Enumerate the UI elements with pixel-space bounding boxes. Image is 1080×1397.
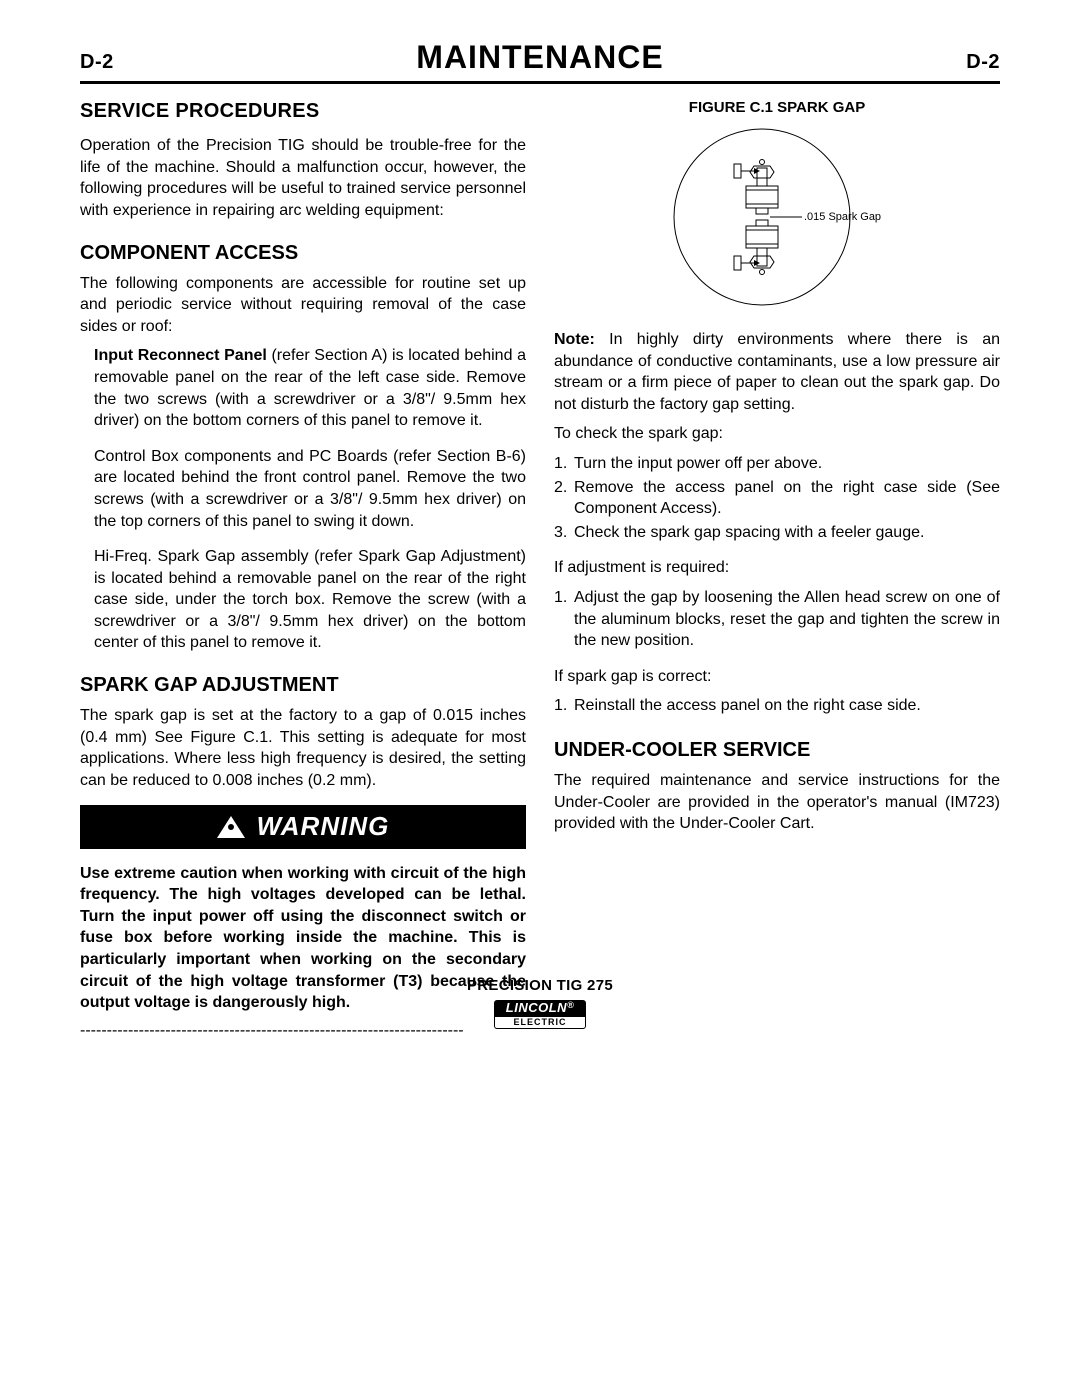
footer-model: PRECISION TIG 275 bbox=[0, 976, 1080, 996]
adjust-step-1: Adjust the gap by loosening the Allen he… bbox=[574, 587, 1000, 652]
lincoln-logo: LINCOLN® ELECTRIC bbox=[494, 1000, 586, 1029]
undercooler-text: The required maintenance and service ins… bbox=[554, 770, 1000, 835]
header-page-right: D-2 bbox=[966, 49, 1000, 76]
list-item: 3.Check the spark gap spacing with a fee… bbox=[554, 522, 1000, 544]
check-steps-list: 1.Turn the input power off per above. 2.… bbox=[554, 453, 1000, 543]
check-step-3: Check the spark gap spacing with a feele… bbox=[574, 522, 1000, 544]
list-item: 1.Turn the input power off per above. bbox=[554, 453, 1000, 475]
figure-title: FIGURE C.1 SPARK GAP bbox=[554, 98, 1000, 118]
hifreq-text: Hi-Freq. Spark Gap assembly (refer Spark… bbox=[94, 546, 526, 654]
check-intro: To check the spark gap: bbox=[554, 423, 1000, 445]
logo-bottom-text: ELECTRIC bbox=[494, 1017, 586, 1029]
undercooler-heading: UNDER-COOLER SERVICE bbox=[554, 737, 1000, 764]
list-item: 2.Remove the access panel on the right c… bbox=[554, 477, 1000, 520]
check-step-1: Turn the input power off per above. bbox=[574, 453, 1000, 475]
note-rest: In highly dirty environments where there… bbox=[554, 331, 1000, 413]
right-column: FIGURE C.1 SPARK GAP bbox=[554, 98, 1000, 1041]
warning-triangle-icon bbox=[217, 816, 245, 838]
content-columns: SERVICE PROCEDURES Operation of the Prec… bbox=[80, 98, 1000, 1041]
page-header: D-2 MAINTENANCE D-2 bbox=[80, 36, 1000, 84]
warning-bar: WARNING bbox=[80, 805, 526, 848]
spark-gap-adjustment-heading: SPARK GAP ADJUSTMENT bbox=[80, 672, 526, 699]
figure-wrap: .015 Spark Gap bbox=[554, 122, 1000, 319]
warning-label: WARNING bbox=[257, 809, 390, 844]
adjust-steps-list: 1.Adjust the gap by loosening the Allen … bbox=[554, 587, 1000, 652]
note-text: Note: In highly dirty environments where… bbox=[554, 329, 1000, 415]
figure-callout-text: .015 Spark Gap bbox=[804, 211, 881, 223]
component-access-text: The following components are accessible … bbox=[80, 273, 526, 338]
component-access-heading: COMPONENT ACCESS bbox=[80, 240, 526, 267]
logo-top-text: LINCOLN bbox=[506, 1000, 567, 1015]
list-item: 1.Adjust the gap by loosening the Allen … bbox=[554, 587, 1000, 652]
service-procedures-text: Operation of the Precision TIG should be… bbox=[80, 135, 526, 221]
control-box-text: Control Box components and PC Boards (re… bbox=[94, 446, 526, 532]
note-label: Note: bbox=[554, 331, 595, 348]
page-footer: PRECISION TIG 275 LINCOLN® ELECTRIC bbox=[0, 976, 1080, 1031]
list-item: 1.Reinstall the access panel on the righ… bbox=[554, 695, 1000, 717]
spark-gap-adjustment-text: The spark gap is set at the factory to a… bbox=[80, 705, 526, 791]
check-step-2: Remove the access panel on the right cas… bbox=[574, 477, 1000, 520]
registered-mark: ® bbox=[567, 1000, 574, 1010]
input-reconnect-bold: Input Reconnect Panel bbox=[94, 347, 267, 364]
spark-gap-figure: .015 Spark Gap bbox=[662, 122, 892, 312]
service-procedures-heading: SERVICE PROCEDURES bbox=[80, 98, 526, 125]
adjust-intro: If adjustment is required: bbox=[554, 557, 1000, 579]
header-page-left: D-2 bbox=[80, 49, 114, 76]
correct-steps-list: 1.Reinstall the access panel on the righ… bbox=[554, 695, 1000, 717]
input-reconnect-text: Input Reconnect Panel (refer Section A) … bbox=[94, 345, 526, 431]
correct-step-1: Reinstall the access panel on the right … bbox=[574, 695, 1000, 717]
correct-intro: If spark gap is correct: bbox=[554, 666, 1000, 688]
header-title: MAINTENANCE bbox=[416, 36, 663, 79]
left-column: SERVICE PROCEDURES Operation of the Prec… bbox=[80, 98, 526, 1041]
